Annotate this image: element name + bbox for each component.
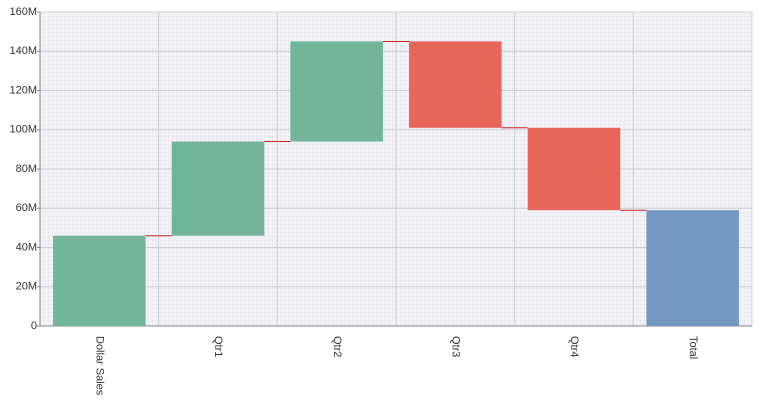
y-tick-label: 140M (9, 45, 37, 57)
y-tick-label: 120M (9, 84, 37, 96)
bar (646, 210, 739, 326)
y-tick-label: 100M (9, 124, 37, 136)
x-tick-label: Total (687, 336, 699, 359)
y-tick-label: 40M (16, 241, 37, 253)
bar (409, 41, 502, 128)
x-tick-label: Qtr4 (568, 336, 580, 357)
bar (527, 127, 621, 211)
x-tick-label: Qtr2 (331, 336, 343, 357)
bar (171, 141, 265, 236)
y-tick-label: 20M (16, 281, 37, 293)
x-tick-label: Qtr1 (212, 336, 224, 357)
y-tick-label: 0 (31, 320, 37, 332)
y-tick-label: 160M (9, 6, 37, 18)
x-tick-label: Dollar Sales (93, 336, 105, 396)
x-tick-label: Qtr3 (449, 336, 461, 357)
y-tick-label: 80M (16, 163, 37, 175)
bar (290, 41, 383, 142)
bar (53, 235, 146, 326)
y-tick-label: 60M (16, 202, 37, 214)
